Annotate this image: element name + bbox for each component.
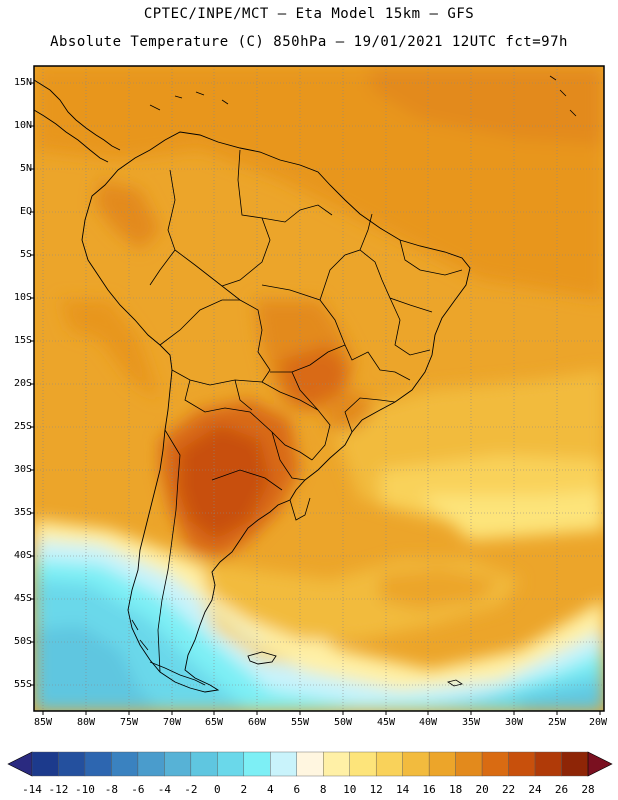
colorbar-swatch (31, 751, 59, 777)
colorbar-tick-label: 10 (343, 783, 357, 796)
colorbar-swatch (375, 751, 403, 777)
colorbar-tick-label: 22 (501, 783, 516, 796)
country-borders (149, 149, 463, 673)
lat-label: EQ (19, 206, 32, 217)
lat-label: 10S (13, 292, 32, 303)
colorbar-tick-label: 8 (319, 783, 327, 796)
colorbar-tick-label: 6 (293, 783, 301, 796)
lat-label: 10N (13, 120, 32, 131)
colorbar-swatch (84, 751, 112, 777)
colorbar-swatch (296, 751, 324, 777)
colorbar-tick-label: 12 (369, 783, 383, 796)
lon-label: 65W (204, 717, 224, 728)
map-frame (33, 65, 605, 712)
map-title-line1: CPTEC/INPE/MCT – Eta Model 15km – GFS (143, 6, 475, 22)
lon-label: 45W (376, 717, 396, 728)
colorbar-over-arrow (587, 751, 613, 777)
lon-label: 40W (418, 717, 438, 728)
colorbar-swatch (243, 751, 271, 777)
lon-label: 30W (504, 717, 524, 728)
colorbar-swatch (323, 751, 350, 777)
colorbar-tick-label: 14 (396, 783, 410, 796)
colorbar-swatch (164, 751, 192, 777)
colorbar-swatch (481, 751, 509, 777)
colorbar-swatch (402, 751, 430, 777)
colorbar-swatch (508, 751, 536, 777)
colorbar-swatch (349, 751, 377, 777)
colorbar-swatch (217, 751, 245, 777)
lon-label: 60W (247, 717, 267, 728)
lat-label: 15N (13, 77, 32, 88)
lon-label: 55W (290, 717, 310, 728)
colorbar-tick-label: 28 (581, 783, 595, 796)
colorbar-tick-label: -4 (157, 783, 171, 796)
falkland-islands (247, 651, 277, 665)
lat-label: 20S (13, 378, 32, 389)
south-america-coastline (81, 131, 471, 693)
colorbar-tick-label: 20 (475, 783, 489, 796)
lat-label: 45S (13, 593, 32, 604)
grid-lines (34, 66, 604, 711)
lat-label: 5N (19, 163, 32, 174)
lon-label: 80W (76, 717, 96, 728)
colorbar-tick-label: 0 (214, 783, 221, 796)
lat-label: 55S (13, 679, 32, 690)
colorbar-tick-label: 24 (528, 783, 542, 796)
colorbar-tick-label: -12 (48, 783, 69, 796)
colorbar-swatch (561, 751, 589, 777)
lon-label: 85W (33, 717, 53, 728)
lat-label: 15S (13, 335, 32, 346)
lat-label: 40S (13, 550, 32, 561)
colorbar-swatch (428, 751, 456, 777)
colorbar-swatch (58, 751, 86, 777)
caribbean-islands (149, 75, 577, 117)
lat-label: 30S (13, 464, 32, 475)
colorbar-swatch (534, 751, 562, 777)
lat-label: 25S (13, 421, 32, 432)
lon-label: 20W (588, 717, 608, 728)
south-georgia-island (447, 679, 463, 687)
colorbar-swatch (190, 751, 218, 777)
colorbar-swatch (137, 751, 165, 777)
temperature-field (34, 66, 604, 711)
lat-label: 5S (19, 249, 32, 260)
central-america-coastline (34, 79, 121, 163)
lon-label: 50W (333, 717, 353, 728)
colorbar-swatch (270, 751, 297, 777)
colorbar-tick-label: 18 (448, 783, 463, 796)
lon-label: 75W (119, 717, 139, 728)
axis-ticks (30, 82, 601, 715)
colorbar (7, 751, 613, 777)
colorbar-tick-label: -14 (22, 783, 42, 796)
colorbar-tick-label: -2 (184, 783, 198, 796)
lon-label: 35W (461, 717, 481, 728)
colorbar-tick-label: 26 (554, 783, 569, 796)
lat-label: 50S (13, 636, 32, 647)
colorbar-tick-label: -6 (131, 783, 145, 796)
colorbar-swatch (111, 751, 139, 777)
colorbar-tick-label: 4 (266, 783, 274, 796)
colorbar-tick-label: 16 (422, 783, 436, 796)
colorbar-tick-label: -10 (75, 783, 95, 796)
lat-label: 35S (13, 507, 32, 518)
colorbar-tick-label: -8 (104, 783, 119, 796)
lon-label: 25W (547, 717, 567, 728)
map-title-line2: Absolute Temperature (C) 850hPa – 19/01/… (50, 34, 568, 50)
colorbar-swatch (455, 751, 483, 777)
tierra-del-fuego (131, 619, 206, 686)
colorbar-under-arrow (7, 751, 33, 777)
colorbar-tick-label: 2 (240, 783, 248, 796)
lon-label: 70W (162, 717, 182, 728)
